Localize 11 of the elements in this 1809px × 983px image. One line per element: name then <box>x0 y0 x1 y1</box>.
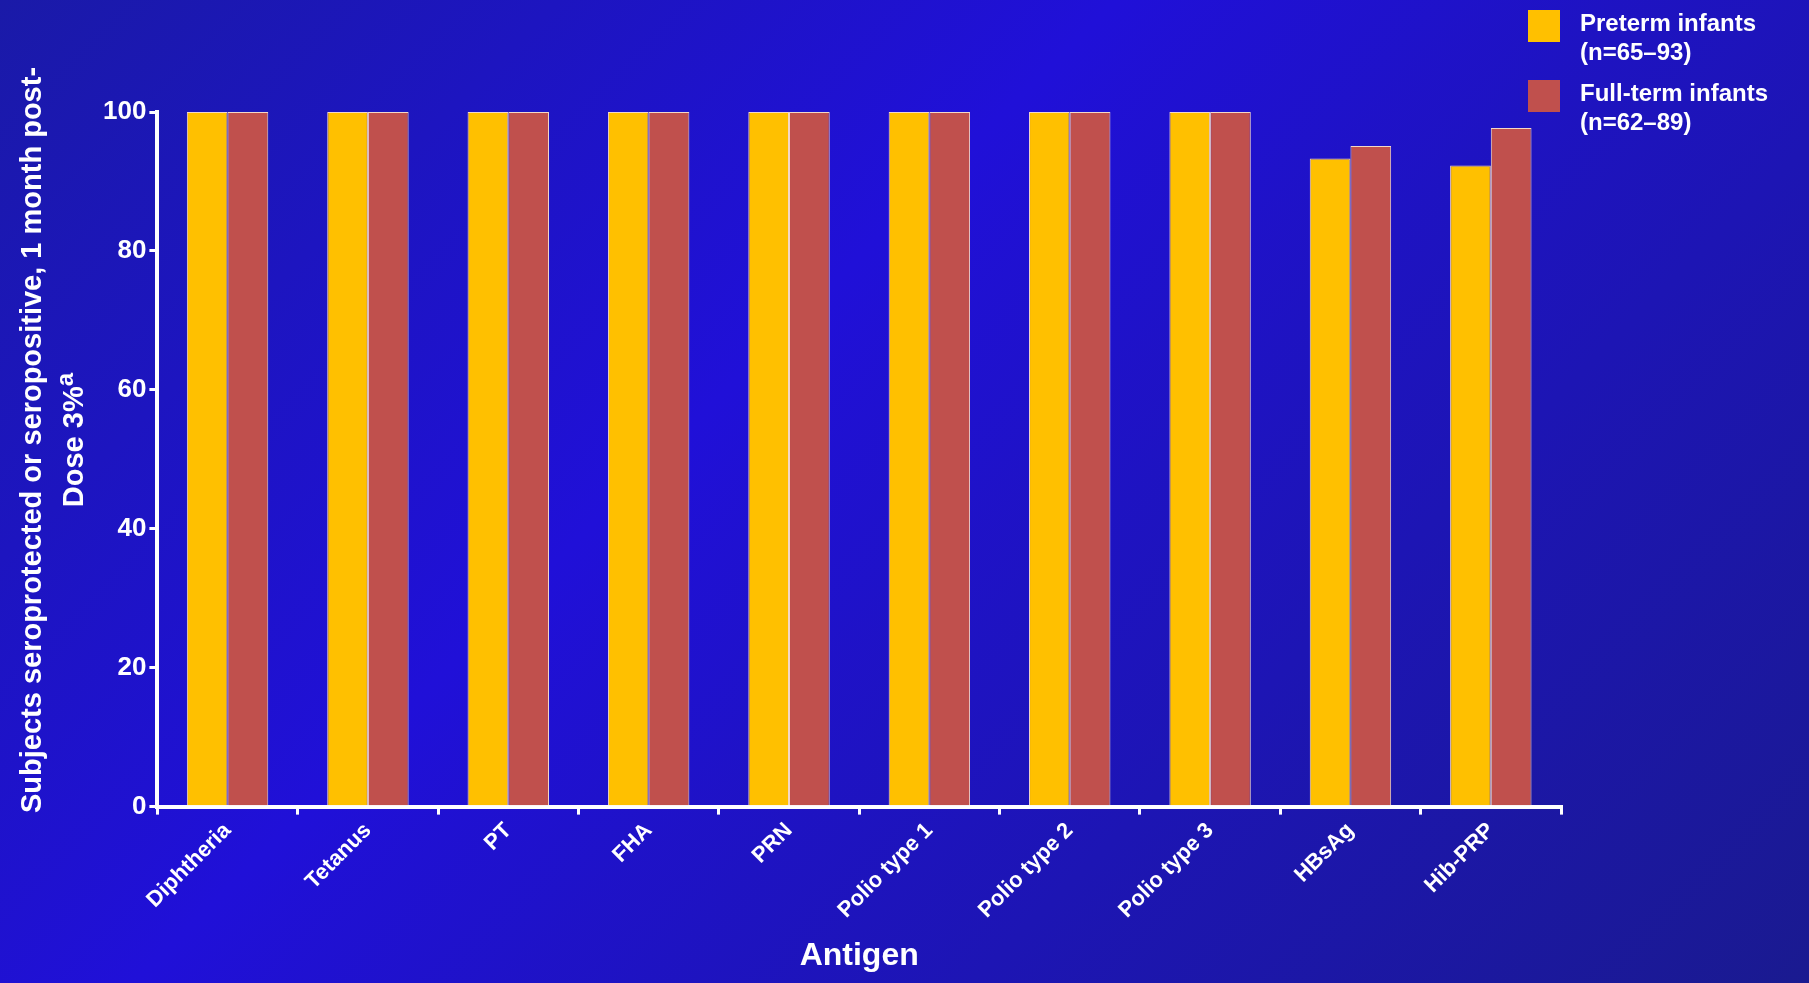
legend-label: Full-term infants (n=62–89) <box>1580 78 1769 136</box>
y-tick-label: 100 <box>102 95 147 126</box>
y-tick-label: 40 <box>117 511 147 542</box>
legend-label: Preterm infants (n=65–93) <box>1580 8 1758 66</box>
x-tick-label: PT <box>478 816 517 855</box>
y-tick-label: 80 <box>117 234 147 265</box>
y-tick-label: 0 <box>131 789 147 820</box>
x-axis-title: Antigen <box>799 935 919 972</box>
x-tick-label: FHA <box>606 817 657 867</box>
y-tick-label: 60 <box>117 373 147 404</box>
y-tick-label: 20 <box>117 650 147 681</box>
